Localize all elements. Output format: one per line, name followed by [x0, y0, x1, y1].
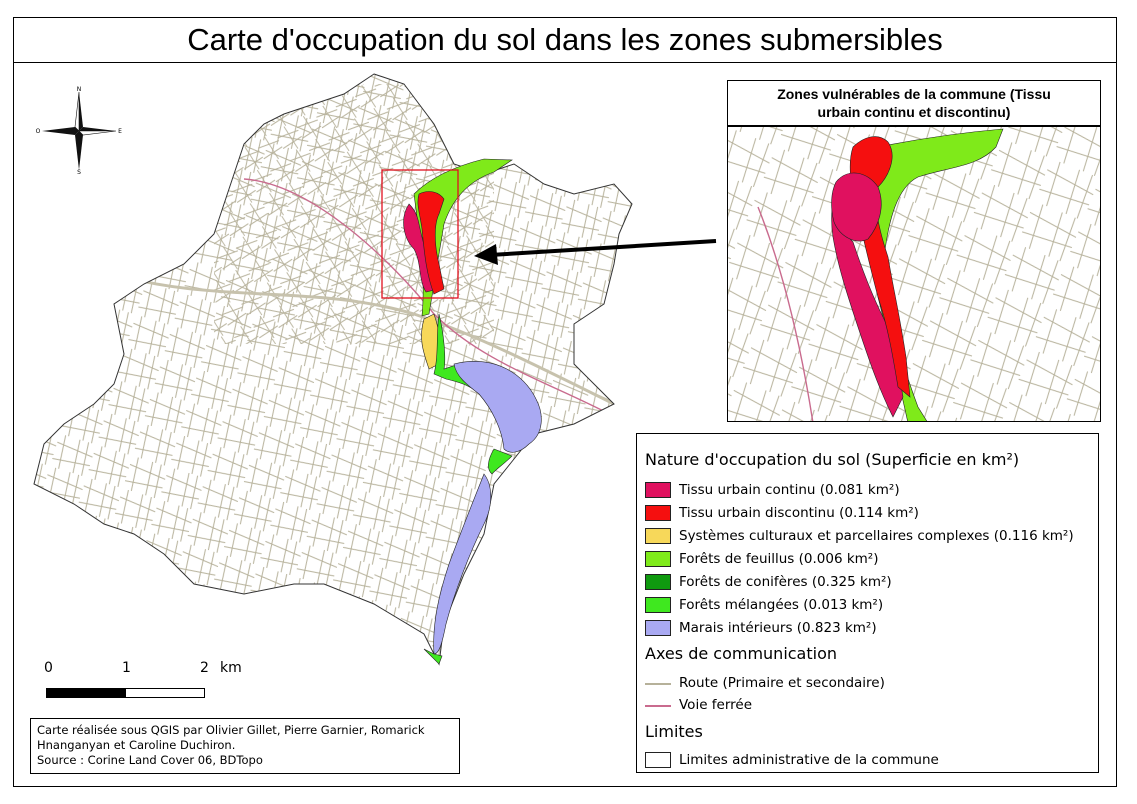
inset-map: Zones vulnérables de la commune (Tissu u… [727, 80, 1101, 422]
scale-label-1: 1 [122, 660, 131, 676]
swatch-icon [645, 597, 671, 613]
map-frame [13, 17, 1117, 787]
legend-label: Forêts de feuillus (0.006 km²) [679, 551, 879, 567]
inset-map-canvas [728, 127, 1100, 421]
legend-item-forets-melangees: Forêts mélangées (0.013 km²) [645, 595, 883, 615]
legend-item-voie-ferree: Voie ferrée [645, 695, 752, 715]
zoom-extent-box [381, 169, 459, 299]
credits-box: Carte réalisée sous QGIS par Olivier Gil… [30, 718, 460, 774]
rail-line-icon [645, 697, 671, 713]
legend-item-forets-coniferes: Forêts de conifères (0.325 km²) [645, 572, 892, 592]
inset-zone-urbain-continu-head [831, 172, 882, 242]
zone-urbain-discontinu [417, 191, 445, 295]
scale-label-0: 0 [44, 660, 53, 676]
legend-item-urbain-discontinu: Tissu urbain discontinu (0.114 km²) [645, 503, 919, 523]
zone-marais [453, 361, 542, 453]
pointer-arrow-icon [474, 239, 717, 265]
legend-heading-limits: Limites [645, 722, 703, 741]
swatch-icon [645, 551, 671, 567]
swatch-icon [645, 574, 671, 590]
compass-o: O [36, 128, 41, 135]
zone-foret-south2 [423, 648, 443, 665]
credits-line1: Carte réalisée sous QGIS par Olivier Gil… [37, 723, 425, 737]
compass-rose: N S E O [36, 86, 122, 176]
inset-title: Zones vulnérables de la commune (Tissu u… [728, 81, 1100, 127]
legend-label: Tissu urbain continu (0.081 km²) [679, 482, 900, 498]
zone-foret-south [488, 448, 513, 475]
legend-item-limites: Limites administrative de la commune [645, 750, 939, 770]
scale-label-2: 2 [200, 660, 209, 676]
legend-heading-land: Nature d'occupation du sol (Superficie e… [645, 450, 1020, 469]
map-title-text: Carte d'occupation du sol dans les zones… [187, 21, 943, 57]
scale-segment-black [46, 688, 126, 698]
compass-e: E [118, 128, 122, 135]
legend-item-systemes-culturaux: Systèmes culturaux et parcellaires compl… [645, 526, 1074, 546]
zone-marais-south [433, 473, 492, 655]
legend-label: Systèmes culturaux et parcellaires compl… [679, 528, 1074, 544]
legend-label: Marais intérieurs (0.823 km²) [679, 620, 877, 636]
legend-item-forets-feuillus: Forêts de feuillus (0.006 km²) [645, 549, 879, 569]
legend-item-marais: Marais intérieurs (0.823 km²) [645, 618, 877, 638]
legend-item-urbain-continu: Tissu urbain continu (0.081 km²) [645, 480, 900, 500]
swatch-icon [645, 620, 671, 636]
legend-label: Route (Primaire et secondaire) [679, 675, 885, 691]
map-legend: Nature d'occupation du sol (Superficie e… [636, 433, 1099, 773]
compass-s: S [77, 169, 81, 176]
inset-zone-urbain-continu [831, 186, 904, 418]
swatch-icon [645, 752, 671, 768]
inset-title-line1: Zones vulnérables de la commune (Tissu [777, 86, 1051, 102]
legend-label: Tissu urbain discontinu (0.114 km²) [679, 505, 919, 521]
swatch-icon [645, 528, 671, 544]
scale-bar: 0 1 2 km [40, 660, 260, 710]
swatch-icon [645, 482, 671, 498]
credits-line3: Source : Corine Land Cover 06, BDTopo [37, 753, 263, 767]
scale-unit: km [220, 660, 242, 676]
road-line-icon [645, 675, 671, 691]
legend-label: Forêts mélangées (0.013 km²) [679, 597, 884, 613]
main-map [33, 73, 633, 666]
inset-title-line2: urbain continu et discontinu) [817, 104, 1011, 120]
scale-segment-white [125, 688, 205, 698]
legend-item-route: Route (Primaire et secondaire) [645, 673, 885, 693]
legend-label: Voie ferrée [679, 697, 753, 713]
swatch-icon [645, 505, 671, 521]
legend-heading-comm: Axes de communication [645, 644, 838, 663]
legend-label: Limites administrative de la commune [679, 752, 939, 768]
compass-n: N [77, 86, 82, 93]
map-title: Carte d'occupation du sol dans les zones… [13, 17, 1117, 63]
legend-label: Forêts de conifères (0.325 km²) [679, 574, 892, 590]
credits-line2: Hnanganyan et Caroline Duchiron. [37, 738, 236, 752]
